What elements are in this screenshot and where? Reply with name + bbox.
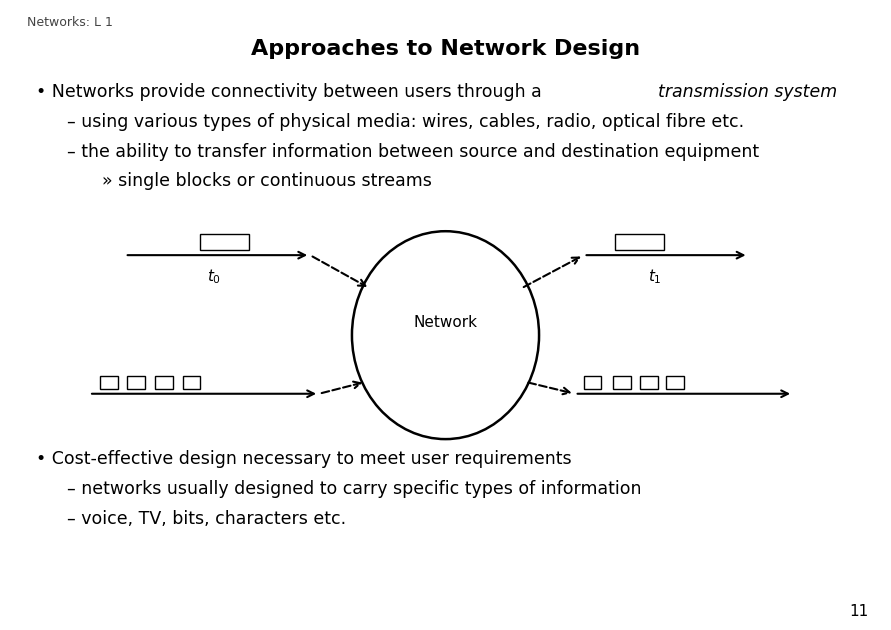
Text: transmission system: transmission system [658, 83, 837, 101]
Text: $t_0$: $t_0$ [207, 267, 221, 286]
FancyBboxPatch shape [584, 376, 601, 389]
FancyBboxPatch shape [640, 376, 658, 389]
FancyBboxPatch shape [183, 376, 200, 389]
Text: Network: Network [413, 315, 478, 330]
Text: – using various types of physical media: wires, cables, radio, optical fibre etc: – using various types of physical media:… [67, 113, 744, 132]
Text: • Networks provide connectivity between users through a: • Networks provide connectivity between … [36, 83, 551, 101]
Text: – networks usually designed to carry specific types of information: – networks usually designed to carry spe… [67, 480, 642, 498]
Text: $t_1$: $t_1$ [648, 267, 662, 286]
FancyBboxPatch shape [615, 234, 664, 250]
FancyBboxPatch shape [666, 376, 684, 389]
FancyBboxPatch shape [200, 234, 249, 250]
FancyBboxPatch shape [127, 376, 145, 389]
Text: Approaches to Network Design: Approaches to Network Design [251, 39, 640, 59]
Text: – voice, TV, bits, characters etc.: – voice, TV, bits, characters etc. [67, 510, 346, 528]
FancyBboxPatch shape [155, 376, 173, 389]
FancyBboxPatch shape [100, 376, 118, 389]
Text: • Cost-effective design necessary to meet user requirements: • Cost-effective design necessary to mee… [36, 450, 571, 469]
Text: » single blocks or continuous streams: » single blocks or continuous streams [102, 172, 432, 190]
Text: – the ability to transfer information between source and destination equipment: – the ability to transfer information be… [67, 143, 759, 161]
Text: Networks: L 1: Networks: L 1 [27, 16, 112, 29]
FancyBboxPatch shape [613, 376, 631, 389]
Text: 11: 11 [849, 604, 869, 619]
